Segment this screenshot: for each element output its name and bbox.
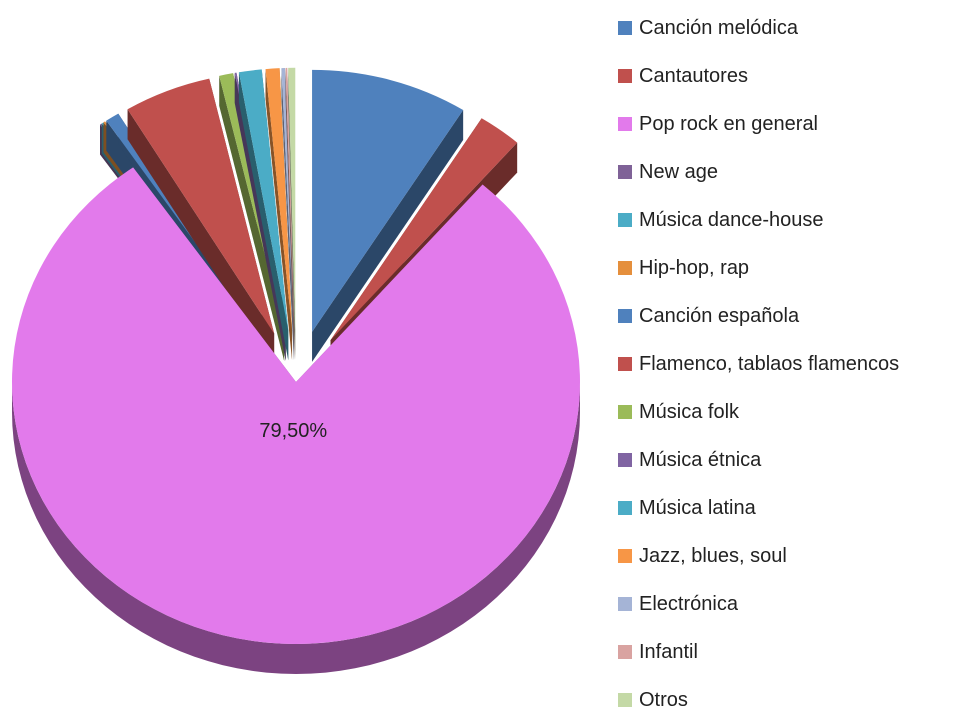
slice-jazz-blues-soul: [265, 68, 293, 360]
legend-item-cantautores: Cantautores: [618, 52, 899, 100]
chart-legend: Canción melódica Cantautores Pop rock en g…: [618, 4, 899, 724]
legend-item-flamenco-tablaos-flamencos: Flamenco, tablaos flamencos: [618, 340, 899, 388]
legend-swatch: [618, 549, 632, 563]
legend-label: Jazz, blues, soul: [639, 544, 787, 567]
legend-item-cancion-melodica: Canción melódica: [618, 4, 899, 52]
legend-label: Música latina: [639, 496, 756, 519]
legend-item-cancion-espanola: Canción española: [618, 292, 899, 340]
legend-swatch: [618, 21, 632, 35]
legend-swatch: [618, 645, 632, 659]
pie-data-labels: 79,50%: [259, 420, 327, 442]
legend-swatch: [618, 213, 632, 227]
pie-chart: 79,50%: [11, 67, 580, 674]
legend-item-pop-rock-en-general: Pop rock en general: [618, 100, 899, 148]
legend-item-musica-folk: Música folk: [618, 388, 899, 436]
legend-label: Electrónica: [639, 592, 738, 615]
slice-infantil: [285, 67, 295, 360]
legend-label: Infantil: [639, 640, 698, 663]
legend-swatch: [618, 309, 632, 323]
legend-item-infantil: Infantil: [618, 628, 899, 676]
legend-label: Canción melódica: [639, 16, 798, 39]
slice-flamenco-tablaos-flamencos: [127, 78, 275, 364]
legend-item-new-age: New age: [618, 148, 899, 196]
slice-otros: [288, 67, 296, 360]
legend-label: Cantautores: [639, 64, 748, 87]
legend-item-musica-latina: Música latina: [618, 484, 899, 532]
legend-label: Música étnica: [639, 448, 762, 471]
legend-swatch: [618, 165, 632, 179]
slice-musica-latina: [238, 69, 289, 361]
legend-swatch: [618, 261, 632, 275]
legend-label: Música dance-house: [639, 208, 824, 231]
legend-item-hip-hop-rap: Hip-hop, rap: [618, 244, 899, 292]
legend-item-jazz-blues-soul: Jazz, blues, soul: [618, 532, 899, 580]
legend-label: Flamenco, tablaos flamencos: [639, 352, 900, 375]
legend-swatch: [618, 501, 632, 515]
legend-label: Música folk: [639, 400, 740, 423]
legend-label: Canción española: [639, 304, 800, 327]
data-label-pop-rock-en-general: 79,50%: [259, 420, 327, 442]
legend-swatch: [618, 405, 632, 419]
legend-item-otros: Otros: [618, 676, 899, 724]
legend-label: Pop rock en general: [639, 112, 819, 135]
legend-label: Hip-hop, rap: [639, 256, 750, 279]
legend-label: New age: [639, 160, 718, 183]
legend-swatch: [618, 693, 632, 707]
legend-item-electronica: Electrónica: [618, 580, 899, 628]
legend-item-musica-etnica: Música étnica: [618, 436, 899, 484]
slice-pop-rock-en-general: [11, 167, 580, 674]
legend-label: Otros: [639, 688, 688, 711]
legend-swatch: [618, 453, 632, 467]
legend-swatch: [618, 597, 632, 611]
slice-cancion-melodica: [312, 69, 464, 362]
pie-slices: [11, 67, 580, 674]
legend-swatch: [618, 117, 632, 131]
legend-swatch: [618, 357, 632, 371]
legend-swatch: [618, 69, 632, 83]
legend-item-musica-dance-house: Música dance-house: [618, 196, 899, 244]
